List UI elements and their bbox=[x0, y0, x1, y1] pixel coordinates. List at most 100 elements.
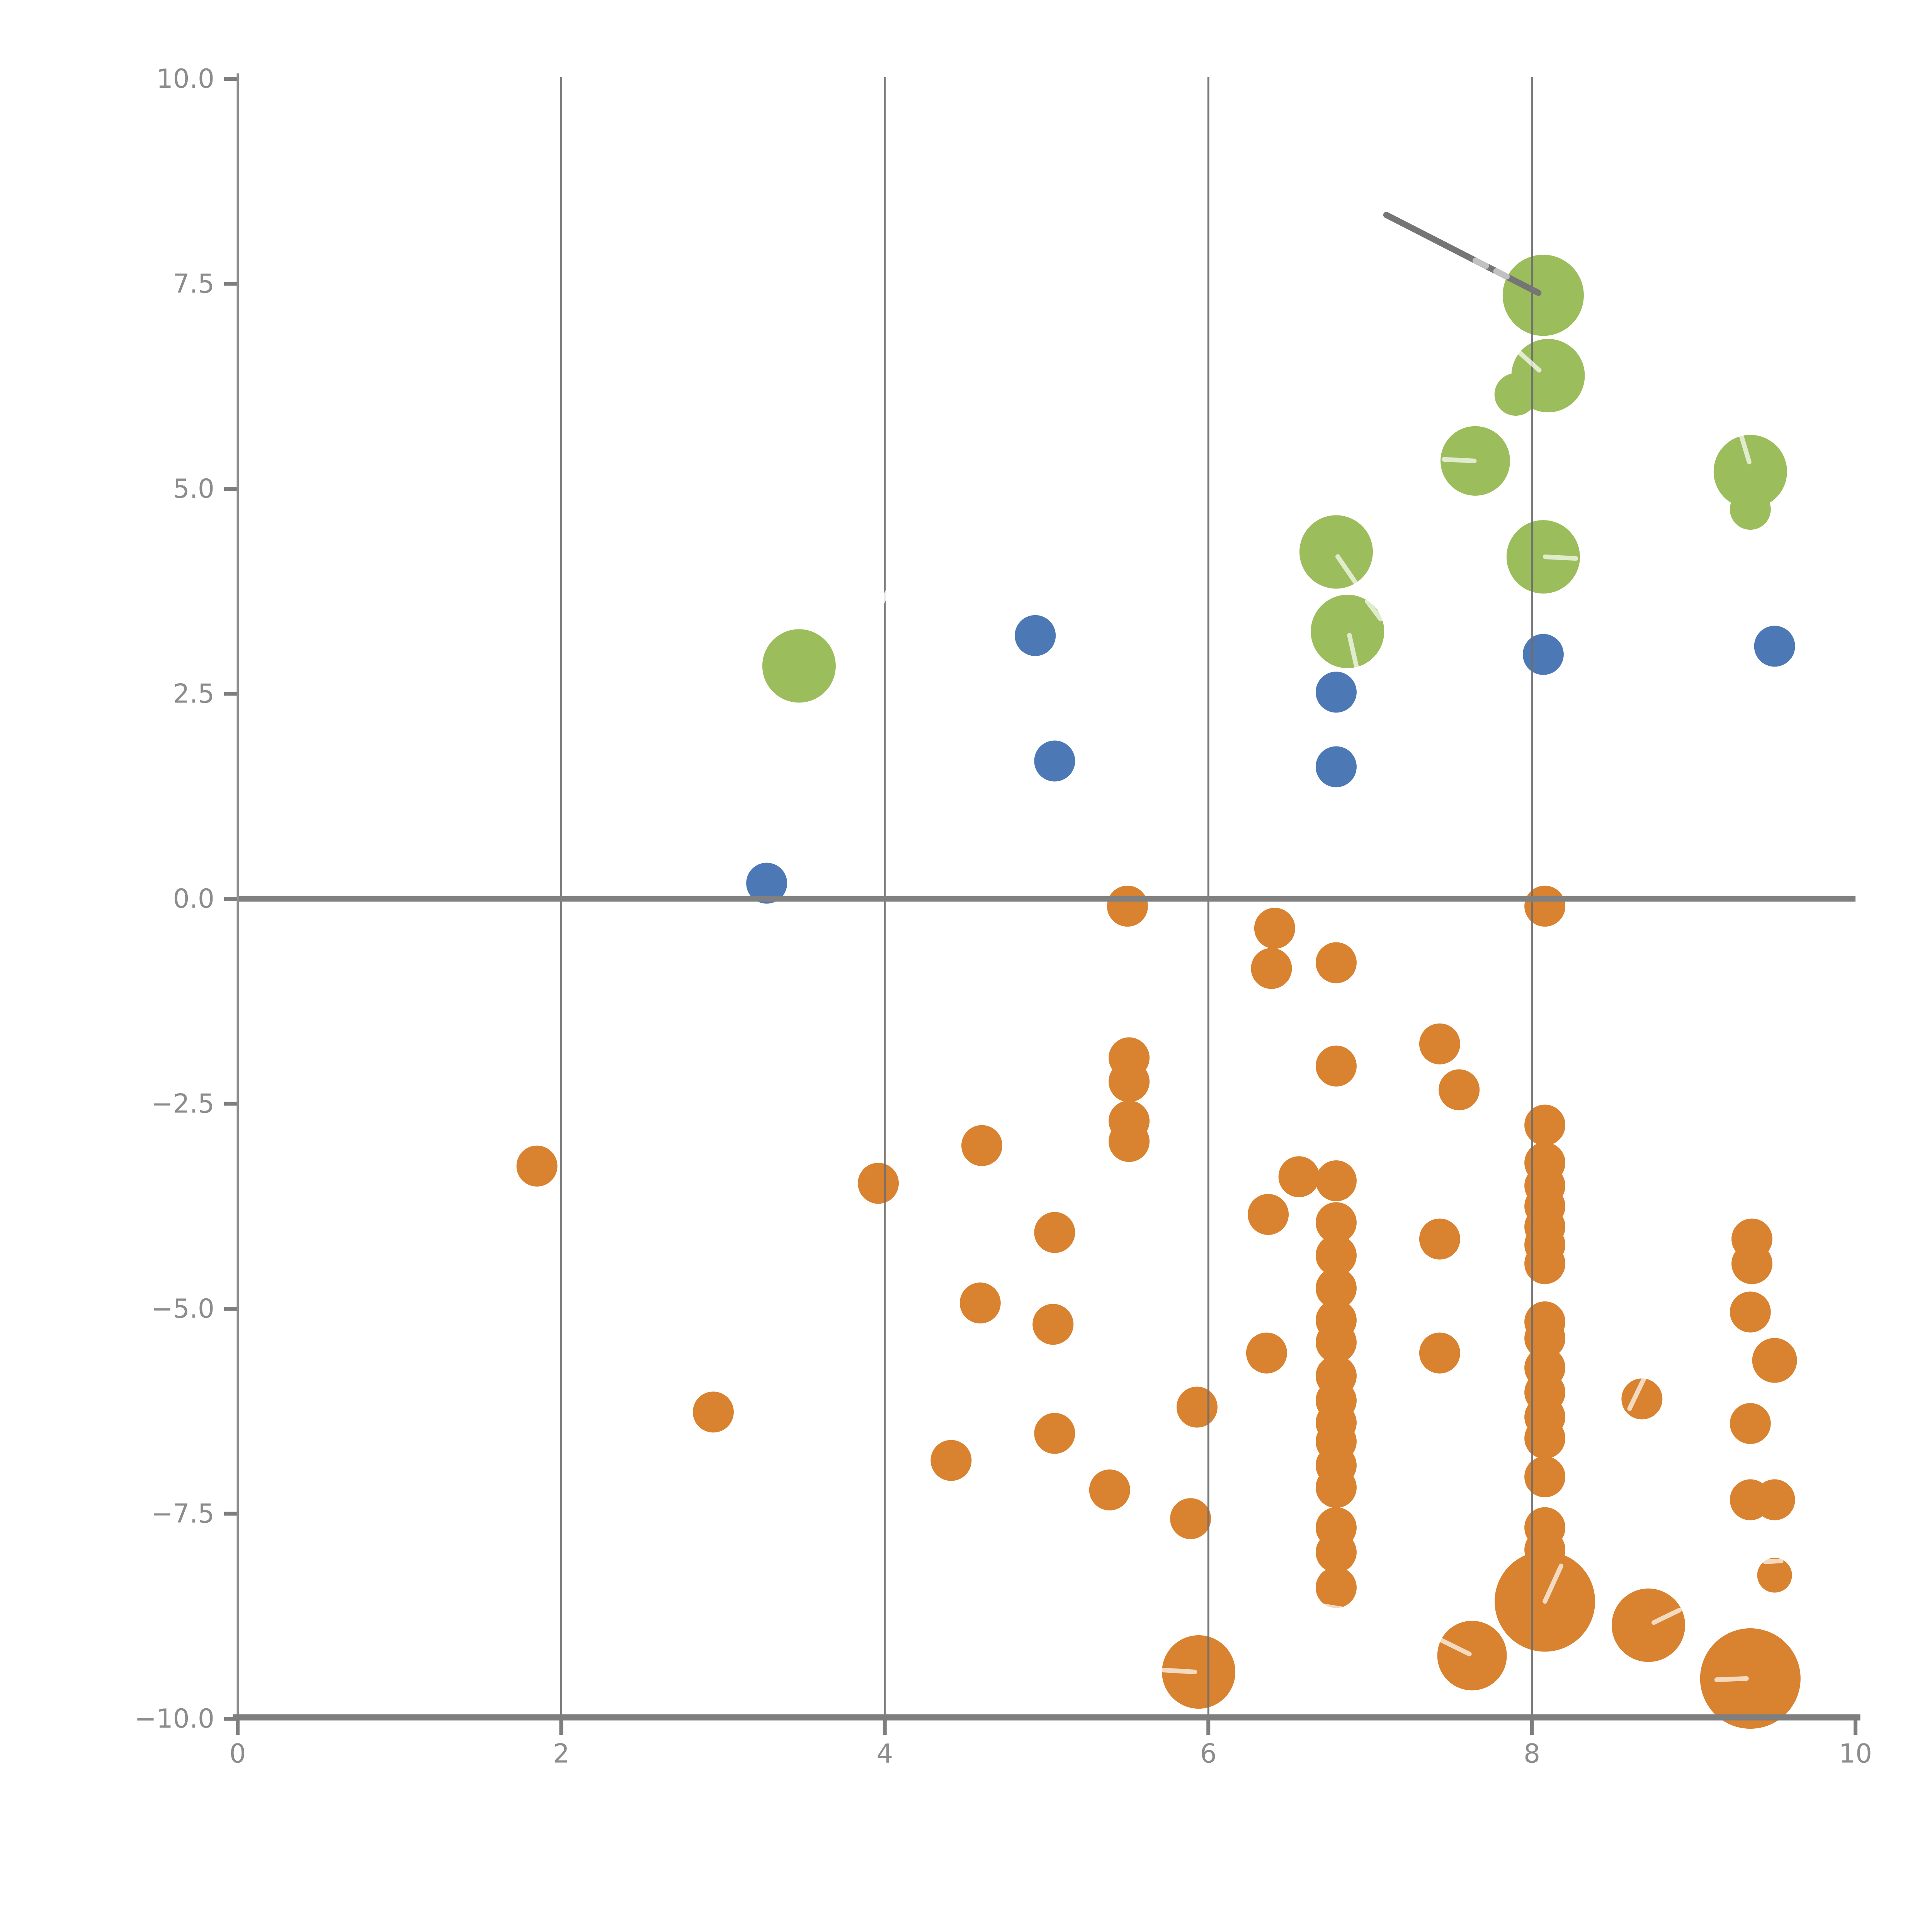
x-tick bbox=[1854, 1720, 1857, 1735]
scatter-point-orange-dots bbox=[1524, 886, 1566, 927]
scatter-point-orange-dots bbox=[1032, 1304, 1074, 1345]
scatter-point-orange-dots bbox=[1419, 1332, 1460, 1374]
x-tick-label: 6 bbox=[1200, 1738, 1217, 1769]
scatter-point-orange-dots bbox=[1315, 1532, 1357, 1573]
bubble-highlight-line bbox=[1347, 633, 1359, 669]
bubble-highlight-line bbox=[1627, 1375, 1647, 1411]
scatter-point-orange-dots bbox=[1752, 1338, 1797, 1383]
scatter-point-orange-dots bbox=[1034, 1413, 1075, 1454]
scatter-point-green-bubbles bbox=[1713, 435, 1787, 509]
x-axis-spine bbox=[233, 1714, 1861, 1721]
bubble-highlight-line bbox=[1335, 554, 1358, 585]
x-tick bbox=[1206, 1720, 1211, 1735]
y-tick-label: −2.5 bbox=[151, 1088, 214, 1119]
y-tick bbox=[224, 77, 237, 81]
y-tick-label: −10.0 bbox=[134, 1703, 214, 1734]
scatter-point-orange-dots bbox=[1089, 1469, 1130, 1510]
scatter-point-orange-dots bbox=[1439, 1069, 1480, 1111]
scatter-point-green-bubbles bbox=[1299, 515, 1373, 589]
bubble-highlight-line bbox=[1515, 349, 1542, 373]
x-tick-label: 8 bbox=[1524, 1738, 1540, 1769]
scatter-point-green-bubbles bbox=[1730, 489, 1771, 530]
scatter-point-orange-dots bbox=[1731, 1243, 1773, 1284]
annotation-line bbox=[1383, 212, 1542, 296]
scatter-point-blue-dots bbox=[1315, 746, 1357, 787]
x-tick-label: 2 bbox=[553, 1738, 570, 1769]
scatter-point-orange-dots bbox=[1315, 1160, 1357, 1201]
scatter-point-blue-dots bbox=[1034, 740, 1075, 782]
scatter-point-orange-dots bbox=[1754, 1479, 1795, 1520]
y-tick-label: 7.5 bbox=[173, 269, 214, 299]
scatter-point-orange-dots bbox=[1730, 1291, 1771, 1333]
scatter-point-orange-dots bbox=[516, 1145, 558, 1187]
scatter-point-orange-dots bbox=[1254, 908, 1295, 949]
scatter-point-orange-dots bbox=[1524, 1318, 1566, 1359]
scatter-point-orange-dots bbox=[1757, 1558, 1792, 1593]
scatter-point-orange-dots bbox=[1612, 1588, 1685, 1662]
scatter-point-orange-dots bbox=[1248, 1194, 1289, 1235]
x-tick-label: 10 bbox=[1839, 1738, 1872, 1769]
bubble-highlight-line bbox=[1543, 554, 1578, 561]
scatter-point-orange-dots bbox=[1419, 1023, 1460, 1065]
scatter-point-orange-dots bbox=[1730, 1403, 1771, 1444]
scatter-point-orange-dots bbox=[1315, 1267, 1357, 1309]
scatter-point-green-bubbles bbox=[762, 629, 836, 703]
scatter-point-blue-dots bbox=[1315, 672, 1357, 713]
scatter-point-green-bubbles bbox=[1511, 339, 1585, 413]
scatter-point-orange-dots bbox=[959, 1282, 1001, 1324]
scatter-point-blue-dots bbox=[1522, 634, 1564, 675]
scatter-point-orange-dots bbox=[692, 1391, 734, 1433]
scatter-point-orange-dots bbox=[1109, 1061, 1150, 1102]
scatter-point-orange-dots bbox=[1170, 1498, 1211, 1539]
scatter-point-orange-dots bbox=[858, 1163, 899, 1204]
bubble-highlight-line bbox=[1543, 1563, 1564, 1604]
scatter-point-orange-dots bbox=[1251, 948, 1292, 989]
scatter-point-orange-dots bbox=[1315, 1322, 1357, 1363]
white-mark bbox=[879, 583, 893, 607]
scatter-point-orange-dots bbox=[1162, 1635, 1236, 1709]
y-tick-label: −7.5 bbox=[151, 1498, 214, 1529]
x-tick-label: 0 bbox=[230, 1738, 246, 1769]
annotation-line-dash bbox=[1472, 257, 1489, 269]
x-tick-label: 4 bbox=[876, 1738, 893, 1769]
scatter-point-blue-dots bbox=[746, 862, 787, 904]
x-tick bbox=[559, 1720, 563, 1735]
scatter-point-orange-dots bbox=[1315, 1045, 1357, 1087]
scatter-point-orange-dots bbox=[1700, 1628, 1801, 1729]
scatter-point-orange-dots bbox=[930, 1440, 972, 1481]
scatter-point-orange-dots bbox=[1524, 1243, 1566, 1284]
bubble-highlight-line bbox=[1651, 1608, 1682, 1625]
y-tick bbox=[224, 487, 237, 491]
scatter-point-green-bubbles bbox=[1502, 255, 1584, 336]
scatter-point-blue-dots bbox=[1015, 615, 1056, 656]
scatter-point-orange-dots bbox=[1419, 1218, 1460, 1260]
y-tick bbox=[224, 1307, 237, 1311]
y-tick bbox=[224, 1717, 237, 1721]
scatter-point-orange-dots bbox=[1437, 1621, 1507, 1690]
bubble-highlight-line bbox=[1437, 1637, 1472, 1656]
scatter-point-orange-dots bbox=[1524, 1104, 1566, 1146]
scatter-point-orange-dots bbox=[1176, 1386, 1218, 1428]
x-tick bbox=[883, 1720, 887, 1735]
bubble-highlight-line bbox=[1762, 1558, 1784, 1564]
y-tick-label: 0.0 bbox=[173, 883, 214, 914]
x-tick bbox=[1530, 1720, 1534, 1735]
bubble-highlight-line bbox=[1365, 599, 1383, 622]
scatter-point-orange-dots bbox=[1524, 1456, 1566, 1498]
scatter-point-orange-dots bbox=[1278, 1156, 1320, 1197]
scatter-point-green-bubbles bbox=[1311, 595, 1384, 668]
y-tick-label: −5.0 bbox=[151, 1293, 214, 1324]
y-tick bbox=[224, 282, 237, 286]
y-tick bbox=[224, 692, 237, 696]
scatter-point-orange-dots bbox=[1034, 1212, 1075, 1253]
annotation-line-dash bbox=[1493, 268, 1510, 280]
y-tick-label: 2.5 bbox=[173, 679, 214, 709]
scatter-point-blue-dots bbox=[1754, 626, 1795, 667]
scatter-point-orange-dots bbox=[1315, 1567, 1357, 1608]
scatter-point-orange-dots bbox=[1315, 1235, 1357, 1276]
scatter-point-orange-dots bbox=[1109, 1121, 1150, 1162]
scatter-point-orange-dots bbox=[1107, 886, 1148, 927]
y-tick bbox=[224, 1512, 237, 1516]
